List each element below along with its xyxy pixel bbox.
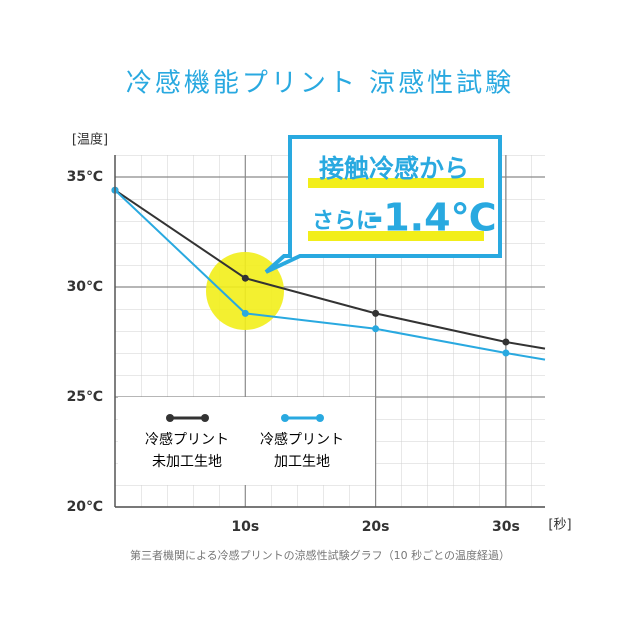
legend-label: 冷感プリント加工生地 [260,432,344,470]
highlight-circle [206,252,284,330]
y-axis-label: [温度] [72,132,108,148]
legend-label: 冷感プリント未加工生地 [145,432,229,470]
legend-box [118,397,375,485]
y-tick-label: 20℃ [67,499,103,515]
x-tick-label: 10s [231,519,259,535]
callout-text: 接触冷感から [319,154,469,183]
legend-marker [201,414,209,422]
point [502,338,510,346]
text-highlight [308,231,484,241]
point [372,309,380,317]
x-tick-label: 20s [362,519,390,535]
footnote: 第三者機関による冷感プリントの涼感性試験グラフ（10 秒ごとの温度経過） [130,548,510,562]
y-tick-label: 25℃ [67,389,103,405]
y-tick-label: 35℃ [67,169,103,185]
y-tick-label: 30℃ [67,279,103,295]
x-tick-label: 30s [492,519,520,535]
point [372,325,380,333]
point [241,274,249,282]
legend-marker [316,414,324,422]
point [502,349,510,357]
text-highlight [308,178,484,188]
legend-marker [281,414,289,422]
x-axis-label: [秒] [548,518,571,533]
callout-text: さらに [312,209,378,234]
legend-marker [166,414,174,422]
callout-value: -1.4℃ [367,196,496,240]
chart-title: 冷感機能プリント 涼感性試験 [126,69,514,99]
point [241,309,249,317]
